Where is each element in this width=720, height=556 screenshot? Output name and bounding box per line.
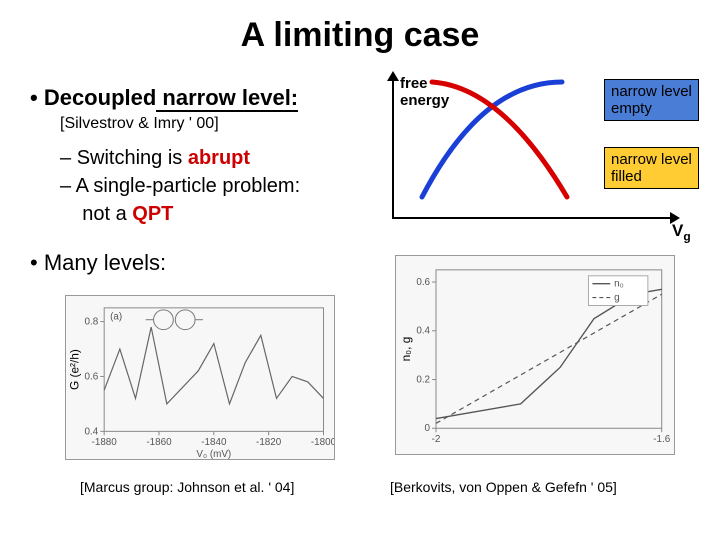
svg-text:n₀, g: n₀, g <box>399 337 413 362</box>
svg-text:0.6: 0.6 <box>416 277 430 288</box>
slide-title: A limiting case <box>0 16 720 55</box>
content-area: • Decoupled narrow level: [Silvestrov & … <box>0 55 720 535</box>
svg-text:G (e²/h): G (e²/h) <box>67 349 81 390</box>
bullet-decoupled: • Decoupled narrow level: <box>30 85 298 111</box>
bullet-rest: narrow level: <box>156 85 298 112</box>
svg-text:(a): (a) <box>110 312 122 323</box>
svg-text:0.4: 0.4 <box>416 326 430 337</box>
reference-silvestrov: [Silvestrov & Imry ' 00] <box>60 115 219 133</box>
svg-text:g: g <box>614 293 620 304</box>
svg-text:0.8: 0.8 <box>85 317 99 328</box>
svg-text:0: 0 <box>425 423 431 434</box>
svg-text:n₀: n₀ <box>614 279 624 290</box>
dash: – <box>60 147 77 169</box>
svg-text:-1800: -1800 <box>311 437 334 448</box>
figure-marcus: 0.4 0.6 0.8 -1880 -1860 -1840 -1820 -1800 G (e²/… <box>65 295 335 460</box>
svg-text:-1860: -1860 <box>146 437 172 448</box>
svg-text:-1840: -1840 <box>201 437 227 448</box>
svg-text:-1820: -1820 <box>256 437 282 448</box>
svg-text:0.4: 0.4 <box>85 426 99 437</box>
svg-text:V₀ (mV): V₀ (mV) <box>196 449 231 459</box>
qpt-label: QPT <box>132 203 173 225</box>
legend-narrow-empty: narrow level empty <box>604 79 699 121</box>
pad <box>60 203 82 225</box>
abrupt-label: abrupt <box>188 147 250 169</box>
bullet-dot: • <box>30 85 44 110</box>
reference-marcus: [Marcus group: Johnson et al. ' 04] <box>80 479 294 495</box>
x-axis-label: Vg <box>672 221 691 243</box>
dash: – <box>60 175 76 197</box>
svg-text:0.2: 0.2 <box>416 374 430 385</box>
x-axis <box>392 217 672 219</box>
reference-berkovits: [Berkovits, von Oppen & Gefefn ' 05] <box>390 479 617 495</box>
bullet-many-levels: • Many levels: <box>30 250 166 276</box>
figure-berkovits: 00.20.40.6-2-1.6n₀, g(a) n₀ g <box>395 255 675 455</box>
svg-text:0.6: 0.6 <box>85 371 99 382</box>
sub1-text: Switching is <box>77 147 188 169</box>
bullet-bold: Decoupled <box>44 85 156 110</box>
legend-narrow-filled: narrow level filled <box>604 147 699 189</box>
sub2-text: A single-particle problem: <box>76 175 301 197</box>
svg-text:-1880: -1880 <box>92 437 118 448</box>
subpoint-single-particle: – A single-particle problem: <box>60 175 300 198</box>
figure-berkovits-svg: 00.20.40.6-2-1.6n₀, g(a) n₀ g <box>396 256 674 454</box>
sub3-text: not a <box>82 203 132 225</box>
svg-text:-2: -2 <box>432 434 441 445</box>
svg-text:-1.6: -1.6 <box>653 434 671 445</box>
subpoint-switching: – Switching is abrupt <box>60 147 250 170</box>
subpoint-not-qpt: not a QPT <box>60 203 173 226</box>
free-energy-plot: free energy Vg narrow level empty narrow… <box>372 77 692 237</box>
figure-marcus-svg: 0.4 0.6 0.8 -1880 -1860 -1840 -1820 -1800 G (e²/… <box>66 296 334 459</box>
